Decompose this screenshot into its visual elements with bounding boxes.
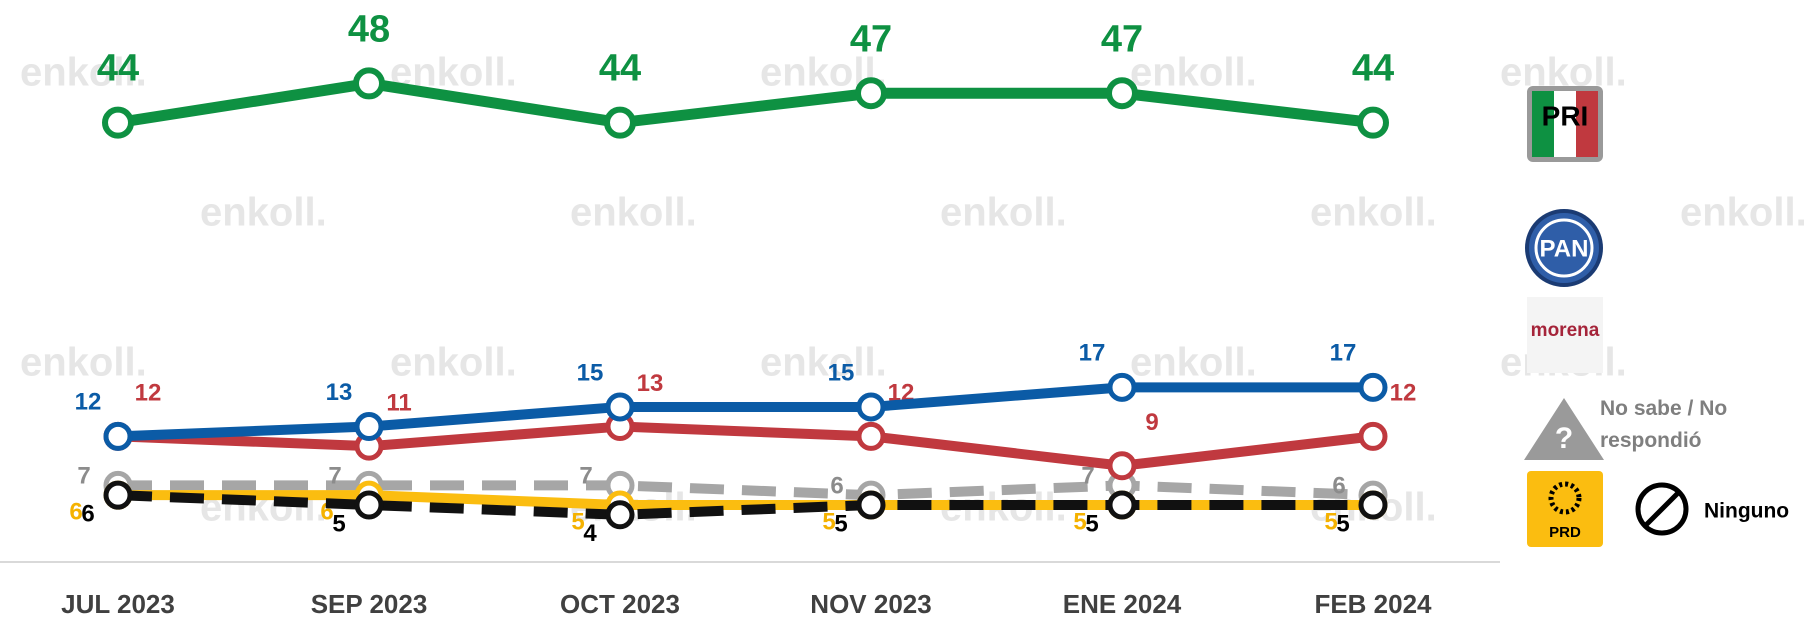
data-label: 5 — [1324, 508, 1337, 535]
watermark: enkoll. — [1130, 341, 1257, 385]
point — [1107, 372, 1137, 402]
nosabe-icon — [1524, 398, 1604, 460]
data-label: 13 — [326, 379, 353, 406]
data-label: 5 — [1073, 508, 1086, 535]
data-label: 15 — [828, 359, 855, 386]
data-label: 47 — [1101, 18, 1143, 60]
data-label: 12 — [135, 380, 162, 407]
data-label: 7 — [328, 463, 341, 490]
data-label: 17 — [1079, 340, 1106, 367]
point — [1358, 490, 1388, 520]
legend-pri: PRI — [1542, 100, 1589, 131]
series-line — [117, 382, 1373, 442]
data-label: 5 — [1336, 510, 1349, 537]
data-label: 6 — [1332, 473, 1345, 500]
watermark: enkoll. — [1680, 191, 1807, 235]
point — [1107, 490, 1137, 520]
point — [1358, 372, 1388, 402]
data-label: 4 — [583, 520, 597, 547]
point — [605, 392, 635, 422]
data-label: 48 — [348, 8, 390, 50]
data-label: 11 — [386, 390, 411, 417]
series-line — [118, 480, 1374, 501]
data-label: 7 — [77, 463, 90, 490]
point — [856, 421, 886, 451]
morena-icon — [1527, 297, 1603, 373]
x-tick-label: OCT 2023 — [560, 589, 680, 619]
legend-nosabe: No sabe / No respondió — [1600, 397, 1728, 452]
data-label: 12 — [75, 389, 102, 416]
data-label: 5 — [822, 508, 835, 535]
x-tick-label: SEP 2023 — [311, 589, 428, 619]
point — [604, 106, 636, 139]
prd-icon — [1527, 471, 1603, 547]
data-label: 5 — [571, 508, 584, 535]
legend: PRI PAN morena ? No sabe / No respondió … — [1524, 86, 1789, 547]
data-label: 44 — [1352, 48, 1394, 90]
point — [856, 490, 886, 520]
point — [354, 412, 384, 442]
series-line — [117, 421, 1374, 471]
pri-red — [1576, 91, 1598, 157]
data-label: 15 — [577, 359, 604, 386]
watermark: enkoll. — [390, 341, 517, 385]
data-label: 44 — [97, 48, 139, 90]
legend-ninguno: Ninguno — [1704, 500, 1789, 523]
pan-ring — [1534, 218, 1594, 278]
x-tick-label: ENE 2024 — [1063, 589, 1182, 619]
legend-pan: PAN — [1540, 235, 1589, 262]
data-label: 47 — [850, 18, 892, 60]
watermark: enkoll. — [760, 341, 887, 385]
point — [103, 421, 133, 451]
legend-prd: PRD — [1549, 524, 1581, 541]
point — [1357, 106, 1389, 139]
data-label: 5 — [834, 510, 847, 537]
question-mark: ? — [1555, 422, 1573, 455]
x-tick-label: JUL 2023 — [61, 589, 175, 619]
point — [1358, 421, 1388, 451]
watermark: enkoll. — [20, 51, 147, 95]
point — [353, 67, 385, 100]
point — [855, 77, 887, 110]
watermark: enkoll. — [1130, 51, 1257, 95]
data-label: 12 — [1390, 380, 1417, 407]
watermark: enkoll. — [570, 191, 697, 235]
data-label: 5 — [332, 510, 345, 537]
legend-nosabe-box: No sabe / No respondió — [1600, 397, 1728, 452]
watermark: enkoll. — [200, 191, 327, 235]
point — [354, 490, 384, 520]
series-line — [117, 490, 1373, 520]
point — [102, 106, 134, 139]
data-label: 6 — [81, 501, 94, 528]
pri-white — [1554, 91, 1576, 157]
data-label: 6 — [830, 473, 843, 500]
point — [1106, 77, 1138, 110]
pri-green — [1532, 91, 1554, 157]
point — [856, 392, 886, 422]
series-line — [117, 77, 1374, 129]
point — [1107, 451, 1137, 481]
data-label: 9 — [1145, 409, 1158, 436]
data-label: 6 — [69, 499, 82, 526]
data-label: 17 — [1330, 340, 1357, 367]
point — [605, 500, 635, 530]
data-label: 13 — [637, 370, 664, 397]
data-label: 5 — [1085, 510, 1098, 537]
pan-icon — [1525, 209, 1603, 287]
legend-morena: morena — [1531, 320, 1600, 341]
data-label: 7 — [1081, 463, 1094, 490]
ninguno-slash — [1643, 490, 1681, 528]
point — [103, 480, 133, 510]
data-label: 7 — [579, 463, 592, 490]
x-tick-label: NOV 2023 — [810, 589, 931, 619]
watermark: enkoll. — [1310, 191, 1437, 235]
ninguno-icon — [1635, 482, 1689, 536]
prd-sun — [1548, 481, 1582, 515]
watermark: enkoll. — [20, 341, 147, 385]
x-tick-label: FEB 2024 — [1314, 589, 1432, 619]
data-label: 44 — [599, 48, 641, 90]
watermark: enkoll. — [940, 191, 1067, 235]
